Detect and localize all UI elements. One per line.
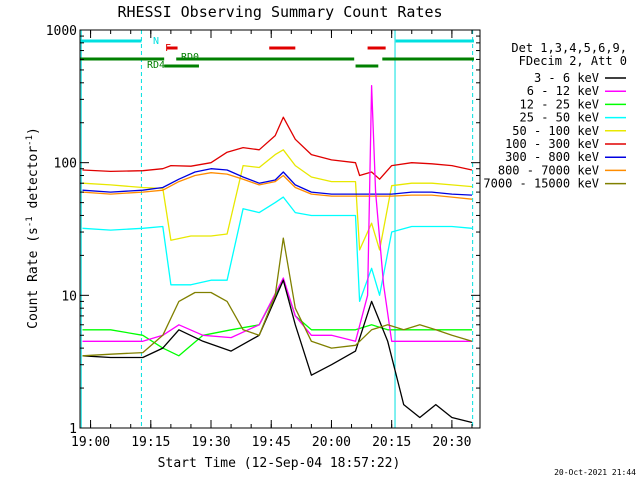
x-tick-label-0: 19:00 [71,435,110,450]
legend-label-3: 25 - 50 keV [520,111,599,125]
legend-header-1: FDecim 2, Att 0 [519,54,627,68]
flag-label-rd0: RD0 [181,52,199,63]
x-tick-label-1: 19:15 [131,435,170,450]
legend-label-5: 100 - 300 keV [505,137,599,151]
x-tick-label-2: 19:30 [191,435,230,450]
plot-background [80,30,480,428]
legend-header-0: Det 1,3,4,5,6,9, [511,41,627,55]
axes: 1 10 100 1000 19:00 19:15 19:30 19:45 20:00 20:15… [46,24,481,450]
x-tick-label-4: 20:00 [312,435,351,450]
y-tick-label-1: 10 [61,289,77,304]
series-line-5 [82,116,473,180]
y-tick-label-2: 100 [54,157,77,172]
series-line-6 [82,168,473,196]
legend-label-8: 7000 - 15000 keV [483,177,599,191]
plot-area [80,30,480,428]
legend: Det 1,3,4,5,6,9,FDecim 2, Att 0 3 - 6 keV… [483,41,627,191]
flag-label-f: F [165,43,171,54]
series-line-0 [82,279,473,424]
flag-label-n: N [153,36,159,47]
legend-label-2: 12 - 25 keV [520,97,599,111]
flag-label-rd4: RD4 [147,60,165,71]
y-axis-label: Count Rate (s-1 detector-1) [25,127,41,329]
series-line-2 [82,279,472,357]
x-tick-label-3: 19:45 [252,435,291,450]
y-tick-label-3: 1000 [46,24,77,39]
series-line-3 [82,196,473,303]
plot-frame [79,29,481,429]
legend-label-0: 3 - 6 keV [534,71,599,85]
legend-label-4: 50 - 100 keV [512,124,599,138]
x-axis-label: Start Time (12-Sep-04 18:57:22) [158,456,401,471]
series-line-8 [82,237,473,357]
legend-label-1: 6 - 12 keV [527,84,599,98]
generation-timestamp: 20-Oct-2021 21:44 [554,468,636,477]
x-tick-label-5: 20:15 [372,435,411,450]
y-tick-label-0: 1 [69,422,77,437]
x-tick-label-6: 20:30 [432,435,471,450]
legend-label-6: 300 - 800 keV [505,150,599,164]
series-line-4 [82,149,473,251]
series-line-1 [82,85,472,342]
series-line-7 [82,172,473,200]
chart-title: RHESSI Observing Summary Count Rates [117,3,442,21]
legend-label-7: 800 - 7000 keV [498,163,599,177]
flag-bars: NF RD0 RD4 [80,36,474,71]
